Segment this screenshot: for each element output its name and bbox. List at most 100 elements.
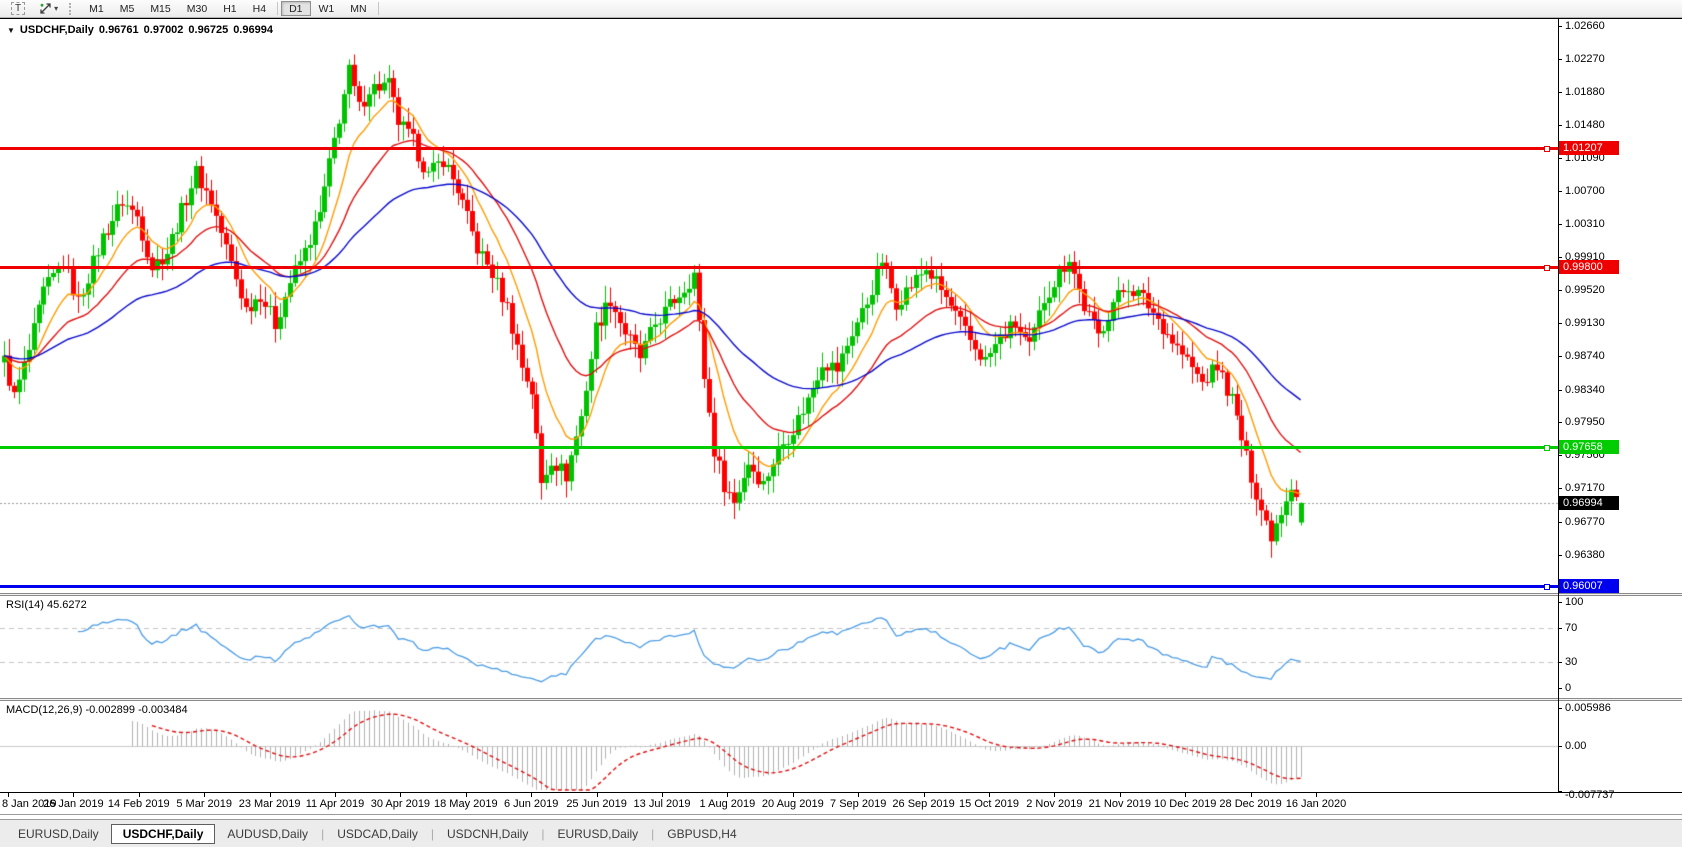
- rsi-axis-tick: [1558, 662, 1562, 663]
- date-axis-label[interactable]: 16 Jan 2020: [1285, 798, 1347, 810]
- date-axis-label[interactable]: 30 Apr 2019: [370, 798, 431, 810]
- chart-tab-gbpusd-h4[interactable]: GBPUSD,H4: [667, 826, 737, 841]
- price-axis-border[interactable]: [1558, 19, 1559, 793]
- date-axis-label[interactable]: 10 Dec 2019: [1153, 798, 1217, 810]
- horizontal-level-line[interactable]: [0, 147, 1558, 150]
- rsi-axis-label[interactable]: 70: [1565, 621, 1578, 634]
- price-axis-tick-label[interactable]: 1.02660: [1565, 20, 1605, 32]
- timeframe-button-m1[interactable]: M1: [81, 1, 112, 16]
- macd-axis-label[interactable]: 0.00: [1565, 740, 1587, 752]
- price-level-chip: 0.99800: [1559, 260, 1619, 274]
- chart-tab-usdcad-daily[interactable]: USDCAD,Daily: [337, 826, 418, 841]
- date-axis-tick: [1185, 793, 1186, 797]
- price-axis-tick: [1558, 390, 1562, 391]
- date-axis-tick: [270, 793, 271, 797]
- rsi-axis-label[interactable]: 30: [1565, 656, 1578, 669]
- date-axis-label[interactable]: 5 Mar 2019: [176, 798, 233, 810]
- timeframe-button-w1[interactable]: W1: [311, 1, 343, 16]
- rsi-chart-canvas[interactable]: [0, 595, 1558, 698]
- price-axis-tick-label[interactable]: 1.01090: [1565, 152, 1605, 165]
- price-axis-tick: [1558, 257, 1562, 258]
- rsi-axis-label[interactable]: 100: [1565, 596, 1584, 608]
- price-axis-tick-label[interactable]: 1.01880: [1565, 85, 1605, 98]
- chart-tab-audusd-daily[interactable]: AUDUSD,Daily: [227, 826, 309, 841]
- date-axis-tick: [793, 793, 794, 797]
- price-axis-tick: [1558, 224, 1562, 225]
- timeframe-button-m30[interactable]: M30: [179, 1, 215, 16]
- date-axis-label[interactable]: 8 Jan 2019: [2, 798, 57, 810]
- price-axis-tick-label[interactable]: 1.00310: [1565, 217, 1605, 230]
- date-axis-label[interactable]: 1 Aug 2019: [699, 798, 756, 810]
- toolbar-grip[interactable]: [69, 2, 74, 15]
- rsi-axis-label[interactable]: 0: [1565, 682, 1572, 694]
- date-axis-label[interactable]: 21 Nov 2019: [1088, 798, 1151, 810]
- timeframe-button-h1[interactable]: H1: [215, 1, 244, 16]
- price-level-chip: 1.01207: [1559, 141, 1619, 155]
- date-axis-label[interactable]: 26 Sep 2019: [892, 798, 955, 810]
- date-axis-label[interactable]: 18 May 2019: [433, 798, 498, 810]
- arrows-icon: [40, 3, 51, 14]
- price-axis-tick: [1558, 356, 1562, 357]
- tab-separator: |: [430, 826, 434, 841]
- price-axis-tick-label[interactable]: 0.99130: [1565, 317, 1605, 330]
- chart-tab-eurusd-daily[interactable]: EURUSD,Daily: [557, 826, 639, 841]
- price-axis-tick-label[interactable]: 1.00700: [1565, 184, 1605, 197]
- date-axis-label[interactable]: 20 Aug 2019: [761, 798, 824, 810]
- date-axis-label[interactable]: 14 Feb 2019: [107, 798, 170, 810]
- macd-axis-label[interactable]: -0.007737: [1565, 789, 1615, 802]
- date-axis-tick: [531, 793, 532, 797]
- price-axis-tick-label[interactable]: 0.96380: [1565, 548, 1605, 561]
- cursor-tool-button[interactable]: ▾: [33, 1, 64, 16]
- price-axis-tick: [1558, 59, 1562, 60]
- date-axis-label[interactable]: 6 Jun 2019: [503, 798, 559, 810]
- date-axis-tick: [139, 793, 140, 797]
- price-axis-tick: [1558, 290, 1562, 291]
- text-label-tool-button[interactable]: T: [5, 1, 31, 16]
- date-axis-label[interactable]: 23 Mar 2019: [238, 798, 301, 810]
- tab-separator: |: [651, 826, 655, 841]
- horizontal-line-handle[interactable]: [1544, 146, 1550, 152]
- rsi-axis-tick: [1558, 628, 1562, 629]
- date-axis-label[interactable]: 26 Jan 2019: [43, 798, 104, 810]
- chart-tab-usdchf-daily[interactable]: USDCHF,Daily: [110, 823, 216, 844]
- price-axis-tick-label[interactable]: 0.99520: [1565, 284, 1605, 297]
- date-axis-tick: [335, 793, 336, 797]
- date-axis-label[interactable]: 15 Oct 2019: [959, 798, 1019, 810]
- date-axis-label[interactable]: 25 Jun 2019: [566, 798, 627, 810]
- horizontal-line-handle[interactable]: [1544, 445, 1550, 451]
- timeframe-button-d1[interactable]: D1: [281, 1, 311, 16]
- date-axis-label[interactable]: 28 Dec 2019: [1219, 798, 1282, 810]
- price-axis-tick-label[interactable]: 0.98740: [1565, 349, 1605, 362]
- price-chart-canvas[interactable]: [0, 19, 1558, 593]
- chart-tab-usdcnh-daily[interactable]: USDCNH,Daily: [447, 826, 529, 841]
- price-axis-tick-label[interactable]: 0.96770: [1565, 515, 1605, 528]
- horizontal-level-line[interactable]: [0, 266, 1558, 269]
- horizontal-level-line[interactable]: [0, 446, 1558, 449]
- price-axis-tick-label[interactable]: 0.97170: [1565, 482, 1605, 495]
- price-axis-tick-label[interactable]: 0.98340: [1565, 383, 1605, 396]
- horizontal-line-handle[interactable]: [1544, 265, 1550, 271]
- timeframe-button-m15[interactable]: M15: [142, 1, 178, 16]
- macd-axis-tick: [1558, 708, 1562, 709]
- price-axis-tick: [1558, 488, 1562, 489]
- timeframe-button-h4[interactable]: H4: [245, 1, 274, 16]
- horizontal-level-line[interactable]: [0, 585, 1558, 588]
- macd-axis-label[interactable]: 0.005986: [1565, 701, 1611, 714]
- price-axis-tick-label[interactable]: 1.02270: [1565, 52, 1605, 65]
- macd-chart-canvas[interactable]: [0, 700, 1558, 792]
- rsi-axis-tick: [1558, 602, 1562, 603]
- toolbar-separator: [277, 2, 279, 15]
- horizontal-line-handle[interactable]: [1544, 584, 1550, 590]
- date-axis-label[interactable]: 11 Apr 2019: [305, 798, 365, 810]
- price-axis-tick-label[interactable]: 0.97950: [1565, 416, 1605, 429]
- price-axis-tick-label[interactable]: 1.01480: [1565, 119, 1605, 132]
- date-axis-label[interactable]: 7 Sep 2019: [830, 798, 887, 810]
- symbol-dropdown-icon[interactable]: ▼: [7, 25, 15, 35]
- chart-tab-eurusd-daily[interactable]: EURUSD,Daily: [18, 826, 99, 841]
- date-axis-label[interactable]: 13 Jul 2019: [633, 798, 691, 810]
- date-axis-label[interactable]: 2 Nov 2019: [1026, 798, 1083, 810]
- timeframe-button-group: M1 M5 M15 M30 H1 H4 D1 W1 MN: [81, 1, 381, 16]
- timeframe-button-mn[interactable]: MN: [342, 1, 374, 16]
- timeframe-button-m5[interactable]: M5: [112, 1, 143, 16]
- date-axis-tick: [73, 793, 74, 797]
